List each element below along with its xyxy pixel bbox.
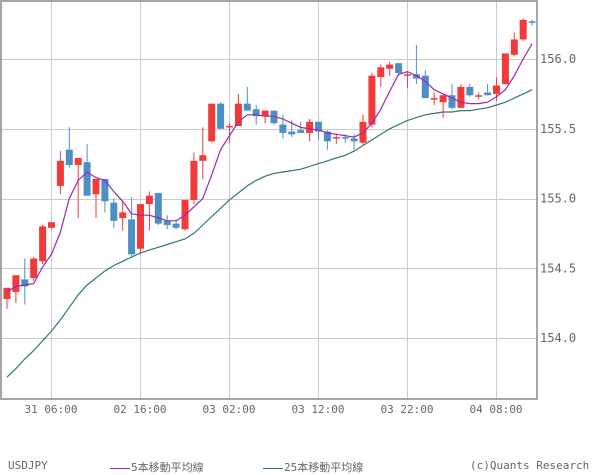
candle [421, 70, 429, 99]
y-tick-label: 155.0 [540, 192, 576, 206]
candle [56, 151, 64, 195]
candle [208, 103, 216, 143]
candle [395, 63, 403, 76]
candle [217, 102, 225, 129]
symbol-label: USDJPY [8, 459, 48, 472]
candle [30, 257, 38, 281]
candle [315, 121, 322, 140]
ma25-swatch-icon [263, 467, 283, 469]
candle [74, 158, 82, 219]
y-axis-labels: 154.0 154.5 155.0 155.5 156.0 [540, 52, 576, 345]
x-tick-label: 02 16:00 [114, 403, 167, 416]
candle [128, 197, 136, 258]
candle [501, 53, 509, 85]
candle [404, 71, 411, 89]
copyright: (c)Quants Research [470, 459, 589, 472]
candle [386, 61, 394, 76]
candle [412, 45, 420, 85]
candle [39, 225, 47, 265]
x-tick-label: 04 08:00 [470, 403, 523, 416]
y-tick-label: 154.5 [540, 261, 576, 275]
candle [12, 275, 20, 304]
candles [3, 18, 536, 309]
candle [306, 118, 314, 142]
x-tick-label: 31 06:00 [25, 403, 78, 416]
x-axis-labels: 31 06:00 02 16:00 03 02:00 03 12:00 03 22:00… [25, 403, 523, 416]
candle [457, 84, 465, 108]
ma5-swatch-icon [110, 467, 130, 469]
ma25-line [6, 89, 533, 378]
y-tick-label: 154.0 [540, 331, 576, 345]
ma5-label: 5本移動平均線 [131, 461, 204, 474]
candlestick-chart: 154.0 154.5 155.0 155.5 156.0 31 06:00 02 16:… [0, 0, 576, 416]
candle [332, 134, 340, 145]
chart-grid [1, 1, 537, 399]
plot-frame [0, 0, 538, 400]
candle [448, 84, 456, 110]
x-tick-label: 03 12:00 [292, 403, 345, 416]
candle [510, 32, 518, 57]
candle [261, 110, 269, 124]
y-tick-label: 156.0 [540, 52, 576, 66]
candle [377, 64, 385, 87]
candle [92, 178, 100, 219]
candle [466, 84, 474, 97]
ma25-label: 25本移動平均線 [284, 461, 364, 474]
candle [119, 201, 127, 231]
candle [110, 198, 118, 228]
candle [234, 93, 242, 126]
candle [137, 204, 144, 255]
candle [430, 92, 438, 106]
candle [475, 92, 483, 100]
candle [484, 84, 492, 96]
candle [3, 287, 11, 309]
candle [145, 191, 153, 231]
y-tick-label: 155.5 [540, 122, 576, 136]
candle [101, 178, 109, 213]
candle [368, 72, 376, 128]
candle [163, 215, 171, 230]
ma5-line [6, 43, 533, 293]
candle [83, 144, 91, 196]
candle [528, 19, 536, 26]
candle [48, 222, 55, 230]
candle [65, 127, 73, 168]
candle [439, 93, 447, 118]
copyright-text: (c)Quants Research [470, 459, 590, 472]
x-tick-label: 03 22:00 [381, 403, 434, 416]
legend-ma5: 5本移動平均線 [110, 459, 204, 475]
candle [270, 110, 278, 125]
candle [519, 18, 527, 41]
candle [226, 123, 233, 143]
x-tick-label: 03 02:00 [203, 403, 256, 416]
candle [190, 152, 198, 205]
legend-ma25: 25本移動平均線 [263, 459, 363, 475]
candle [199, 127, 207, 179]
candle [21, 258, 29, 305]
candle [243, 86, 251, 111]
legend-symbol: USDJPY [8, 459, 48, 472]
candle [154, 192, 162, 226]
